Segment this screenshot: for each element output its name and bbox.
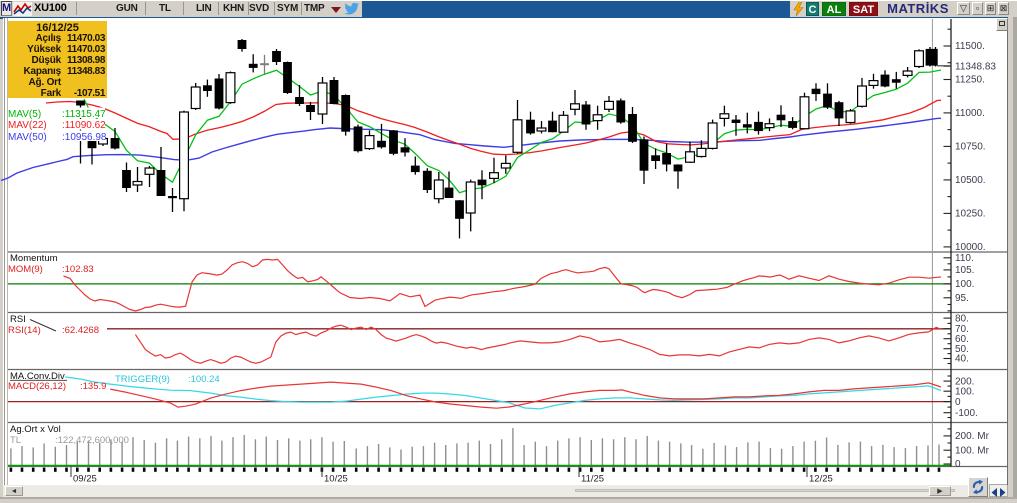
svg-text:100.: 100. xyxy=(955,279,974,290)
svg-text:10500.: 10500. xyxy=(955,175,986,186)
svg-text:10750.: 10750. xyxy=(955,142,986,153)
svg-text:100.: 100. xyxy=(955,386,974,397)
svg-text:100. Mr: 100. Mr xyxy=(955,445,990,456)
svg-text:60.: 60. xyxy=(955,334,969,345)
svg-text:70.: 70. xyxy=(955,324,969,335)
svg-text:11000.: 11000. xyxy=(955,108,985,119)
svg-text:09/25: 09/25 xyxy=(73,474,97,485)
svg-text:12/25: 12/25 xyxy=(809,474,833,485)
svg-text:11348.83: 11348.83 xyxy=(955,61,996,72)
svg-text:200. Mr: 200. Mr xyxy=(955,431,990,442)
svg-text:11500.: 11500. xyxy=(955,41,985,52)
svg-text:10/25: 10/25 xyxy=(324,474,348,485)
svg-text:0: 0 xyxy=(955,459,961,470)
svg-text:200.: 200. xyxy=(955,376,974,387)
svg-text:110.: 110. xyxy=(955,253,974,264)
svg-text:95.: 95. xyxy=(955,293,969,304)
svg-text:10000.: 10000. xyxy=(955,242,986,253)
svg-text:0: 0 xyxy=(955,397,961,408)
svg-text:50.: 50. xyxy=(955,344,969,355)
svg-text:10250.: 10250. xyxy=(955,209,986,220)
svg-text:-100.: -100. xyxy=(955,408,978,419)
svg-text:80.: 80. xyxy=(955,313,969,324)
svg-text:11/25: 11/25 xyxy=(581,474,604,485)
svg-text:11250.: 11250. xyxy=(955,75,985,86)
svg-text:105.: 105. xyxy=(955,265,974,276)
svg-text:40.: 40. xyxy=(955,354,969,365)
